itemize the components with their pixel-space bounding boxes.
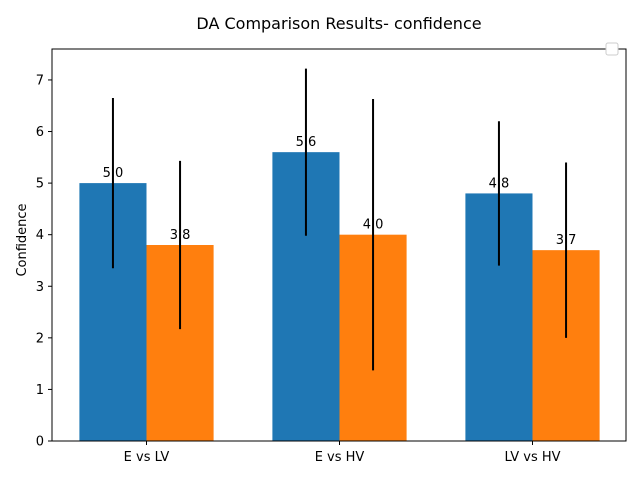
plot-area: 5.0 5.6 4.8 3.8 4.0 3.7 0 1 2 3 4 5 6 7 E vs LV E vs HV…: [36, 42, 627, 465]
y-tick-label-7: 7: [36, 73, 44, 88]
y-tick-label-1: 1: [36, 383, 44, 398]
y-tick-label-6: 6: [36, 125, 44, 140]
y-tick-label-5: 5: [36, 177, 44, 192]
y-tick-label-3: 3: [36, 280, 44, 295]
y-tick-label-2: 2: [36, 331, 44, 346]
data-label-1-2: 5.6: [296, 135, 317, 150]
chart-title: DA Comparison Results- confidence: [196, 14, 481, 33]
y-tick-label-0: 0: [36, 435, 44, 450]
y-tick-label-4: 4: [36, 228, 44, 243]
data-label-2-3: 3.7: [556, 233, 577, 248]
x-tick-label-2: LV vs HV: [504, 450, 560, 465]
data-label-1-3: 4.8: [489, 176, 510, 191]
data-label-1-1: 5.0: [103, 166, 124, 181]
x-tick-label-0: E vs LV: [124, 450, 170, 465]
x-tick-label-1: E vs HV: [315, 450, 365, 465]
data-label-2-2: 4.0: [363, 218, 384, 233]
data-label-2-1: 3.8: [170, 228, 191, 243]
y-axis-label: Confidence: [15, 203, 30, 276]
legend-box: [605, 42, 619, 56]
